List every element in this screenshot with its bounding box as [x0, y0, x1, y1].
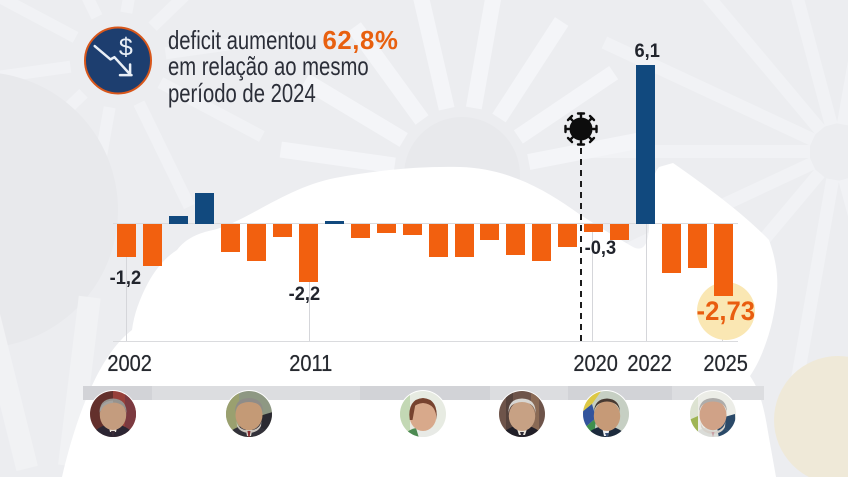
- svg-text:$: $: [119, 33, 133, 61]
